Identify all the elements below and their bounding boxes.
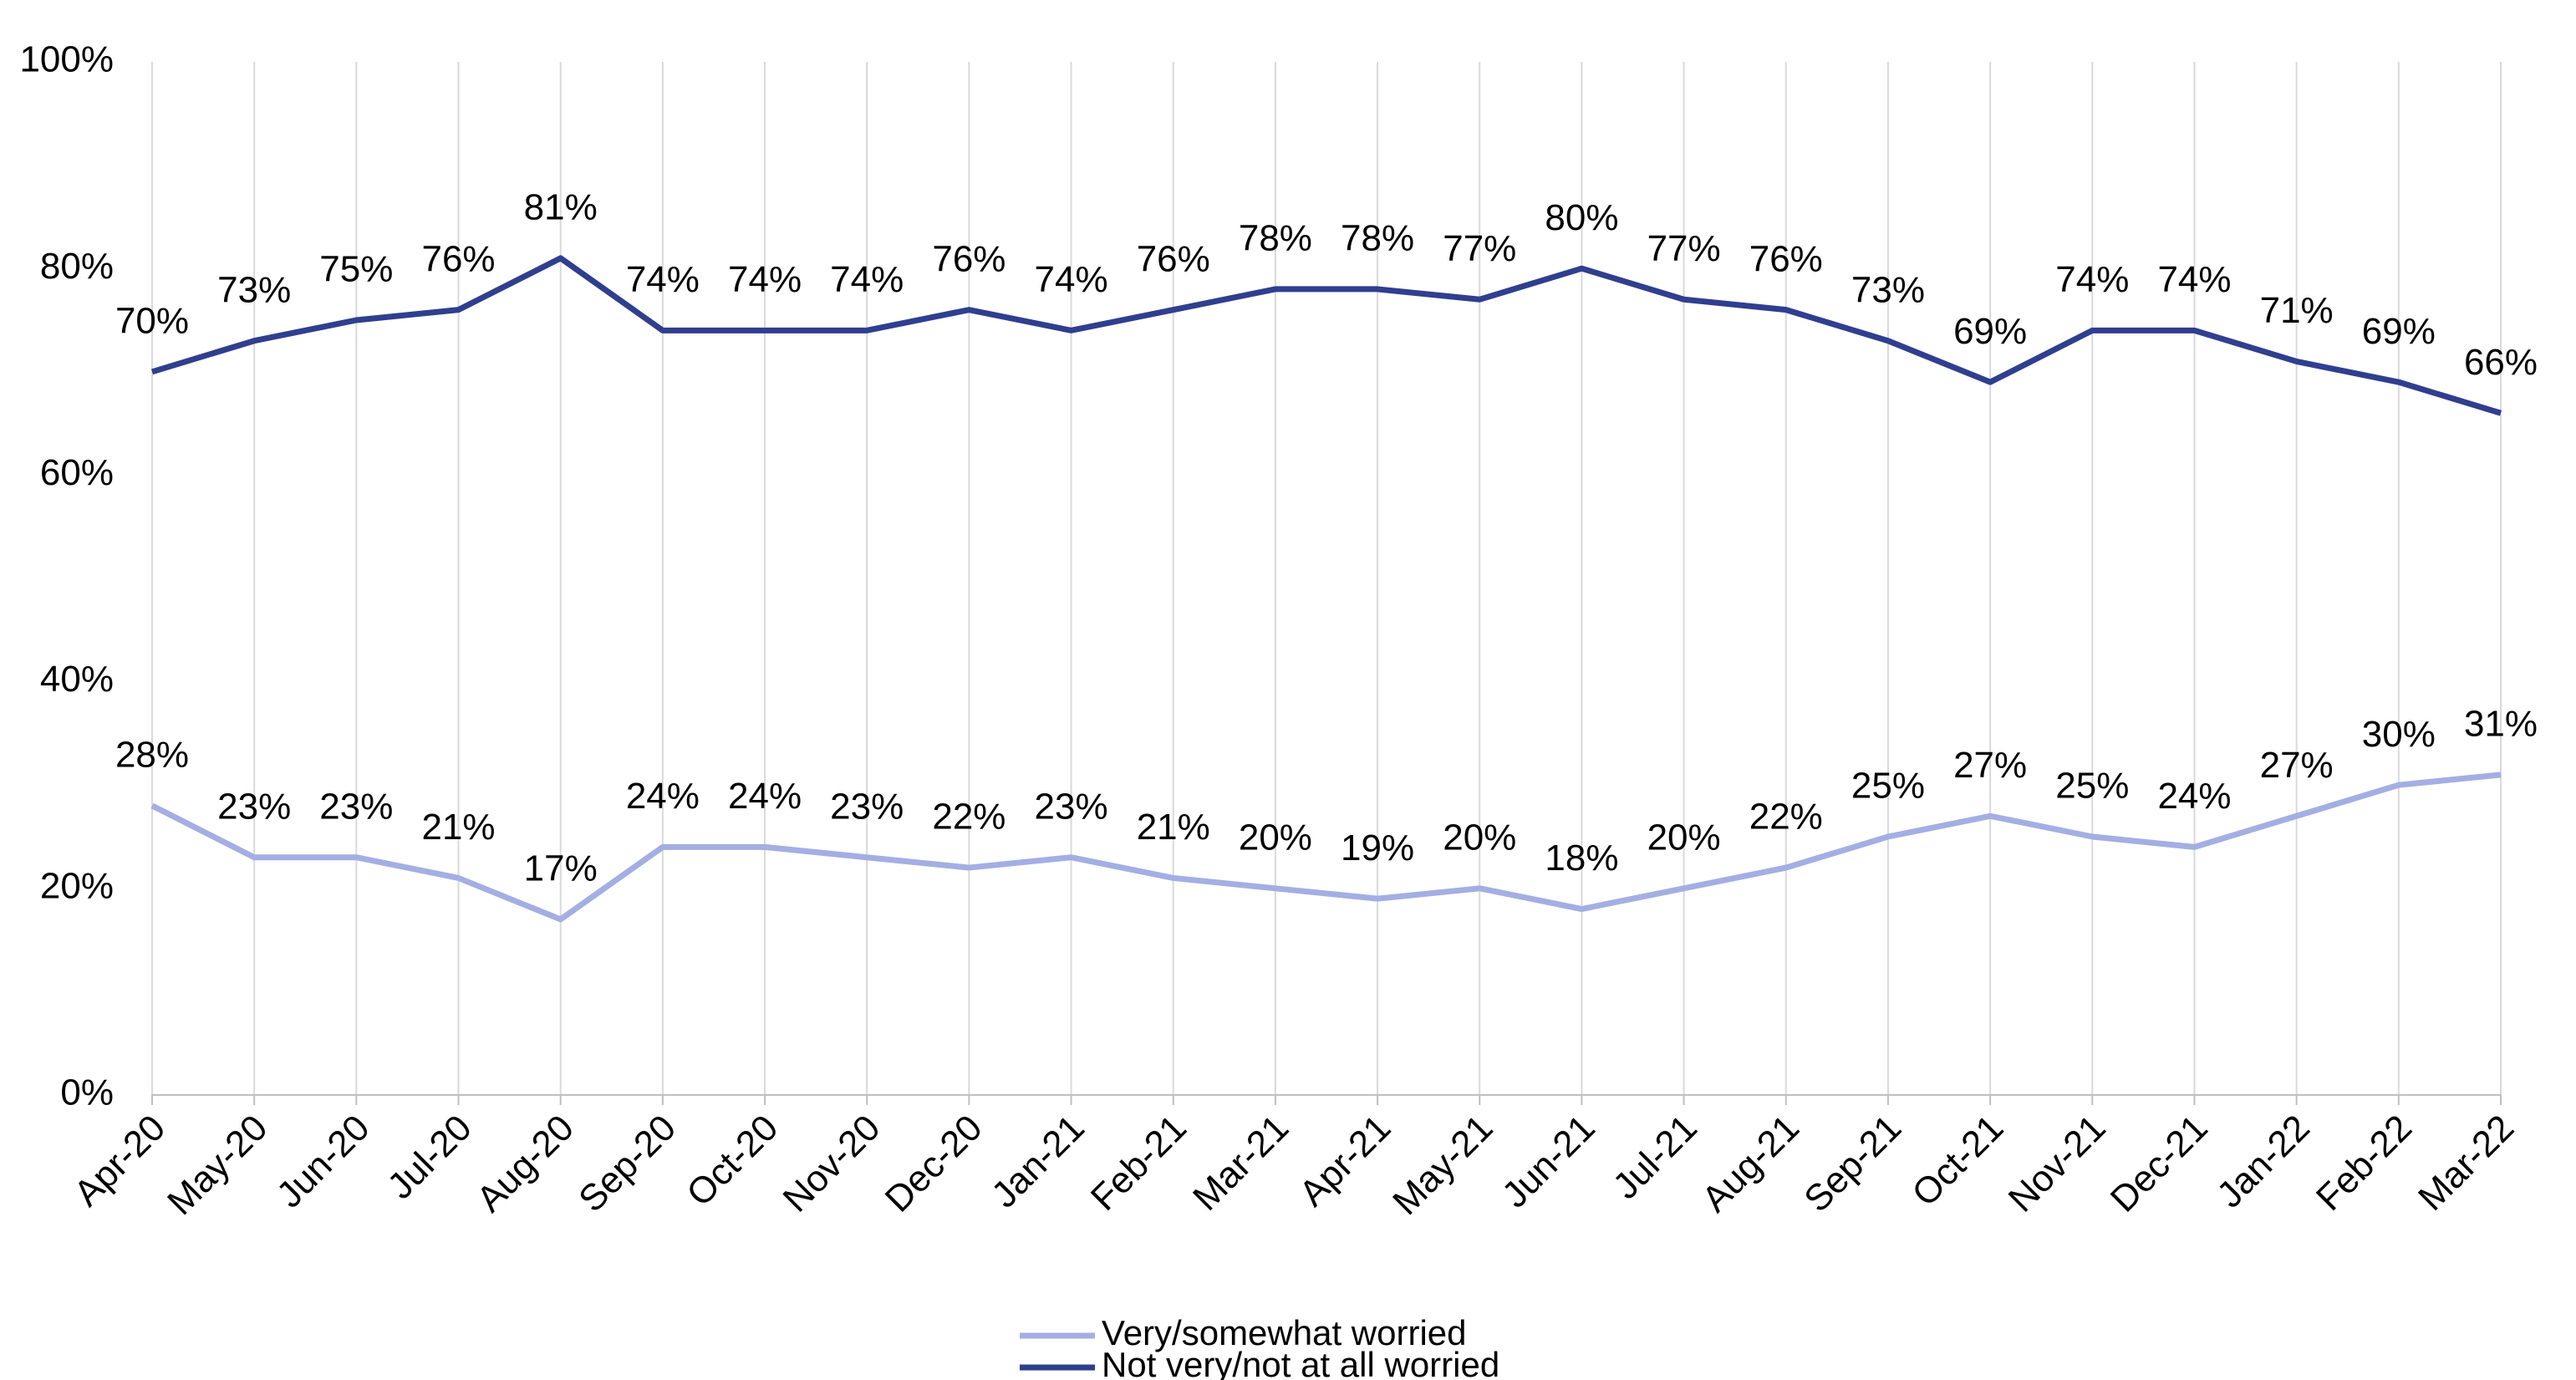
data-label: 22% [932,797,1005,838]
x-tick-label: Oct-20 [679,1108,786,1215]
x-tick-label: Aug-21 [1694,1108,1807,1220]
data-label: 25% [2055,766,2129,807]
x-tick-label: Mar-22 [2411,1108,2522,1219]
data-label: 73% [1851,269,1925,310]
series-line [150,771,2502,923]
x-tick-label: Mar-21 [1185,1108,1296,1219]
data-label: 31% [2464,703,2538,744]
series-line [150,255,2502,416]
x-tick-label: Jun-21 [1494,1108,1603,1216]
data-label: 28% [115,735,189,776]
data-label: 21% [1137,807,1210,848]
x-tick-label: Sep-21 [1796,1108,1909,1220]
data-label: 76% [932,238,1005,279]
x-tick-label: Jul-21 [1606,1108,1705,1207]
data-label: 81% [524,186,598,227]
x-tick-label: Feb-22 [2309,1108,2420,1219]
data-label: 76% [1137,238,1210,279]
data-label: 69% [2362,311,2436,352]
legend-label: Very/somewhat worried [1102,1313,1467,1352]
x-tick-label: Jun-20 [269,1108,378,1216]
x-tick-label: Aug-20 [469,1108,582,1220]
data-label: 76% [421,238,495,279]
x-tick-label: Sep-20 [571,1108,684,1220]
data-label: 66% [2464,342,2538,383]
data-label: 20% [1443,817,1516,858]
data-label: 76% [1749,238,1823,279]
x-tick-label: Nov-20 [776,1108,888,1220]
data-label: 23% [1035,786,1108,827]
x-tick-label: Jan-21 [984,1108,1092,1216]
y-tick-label: 80% [40,246,114,287]
data-label: 74% [626,259,700,300]
x-tick-label: May-21 [1385,1108,1500,1223]
x-tick-label: Nov-21 [2001,1108,2114,1220]
x-tick-label: Apr-20 [66,1108,173,1215]
data-label: 70% [115,300,189,341]
data-label: 78% [1341,218,1414,259]
x-tick-label: Dec-21 [2103,1108,2216,1220]
data-label: 17% [524,848,598,889]
x-tick-label: May-20 [160,1108,275,1223]
data-label: 73% [217,269,291,310]
data-label: 24% [626,776,700,817]
data-label: 74% [728,259,802,300]
y-tick-label: 20% [40,865,114,906]
data-label: 24% [728,776,802,817]
data-label: 23% [319,786,393,827]
data-label: 74% [2157,259,2231,300]
data-label: 71% [2260,290,2334,331]
data-label: 20% [1647,817,1721,858]
data-label: 27% [2260,745,2334,786]
data-label: 19% [1341,827,1414,868]
x-tick-label: Oct-21 [1904,1108,2011,1215]
legend-label: Not very/not at all worried [1102,1345,1499,1380]
data-label: 77% [1443,228,1516,269]
y-tick-label: 100% [19,39,114,80]
x-tick-label: Dec-20 [878,1108,990,1220]
data-label: 24% [2157,776,2231,817]
data-label: 74% [2055,259,2129,300]
data-label: 23% [217,786,291,827]
data-label: 21% [421,807,495,848]
x-tick-label: Jul-20 [379,1108,479,1207]
data-label: 74% [830,259,904,300]
y-tick-label: 60% [40,452,114,493]
data-label: 25% [1851,766,1925,807]
x-tick-label: Feb-21 [1083,1108,1194,1219]
x-tick-label: Jan-22 [2209,1108,2318,1216]
y-tick-label: 40% [40,659,114,700]
data-label: 78% [1239,218,1312,259]
y-tick-label: 0% [60,1072,114,1113]
data-label: 22% [1749,797,1823,838]
data-label: 80% [1545,197,1618,238]
data-label: 27% [1953,745,2027,786]
data-label: 23% [830,786,904,827]
data-label: 18% [1545,838,1618,878]
data-label: 30% [2362,714,2436,755]
data-label: 74% [1035,259,1108,300]
data-label: 75% [319,249,393,290]
x-tick-label: Apr-21 [1291,1108,1398,1215]
data-label: 77% [1647,228,1721,269]
data-label: 20% [1239,817,1312,858]
data-label: 69% [1953,311,2027,352]
